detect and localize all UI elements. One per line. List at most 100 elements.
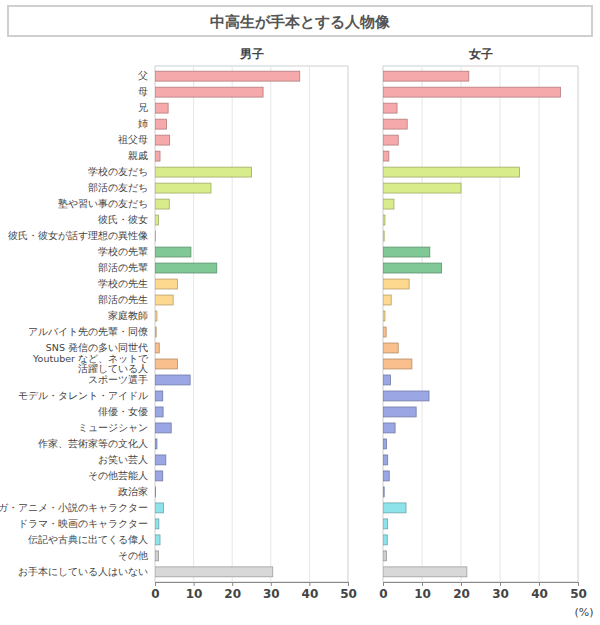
x-axis: 01020304050 (151, 582, 357, 601)
bar (155, 375, 190, 385)
axis-line (384, 583, 579, 587)
tick: その他芸能人 (88, 470, 151, 481)
category-label: 祖父母 (118, 134, 148, 145)
tick-mark (155, 582, 156, 586)
tick: 家庭教師 (108, 310, 151, 321)
bar (383, 311, 385, 321)
bar (383, 247, 430, 257)
category-label: お笑い芸人 (98, 454, 148, 465)
bar (155, 455, 166, 465)
category-label: 親戚 (128, 150, 148, 161)
tick-label: 0 (151, 587, 159, 601)
panel-title: 男子 (239, 47, 264, 61)
tick-mark (348, 582, 349, 586)
tick-label: 0 (379, 587, 387, 601)
tick: 30 (263, 582, 280, 601)
tick-mark (539, 582, 540, 586)
bar (383, 519, 388, 529)
tick: 姉 (138, 118, 151, 129)
axis-line (156, 583, 349, 587)
category-label: その他芸能人 (88, 470, 148, 481)
plot-frame (155, 66, 348, 582)
bar (383, 327, 386, 337)
tick-mark (309, 582, 310, 586)
grid-line (193, 66, 194, 582)
x-axis: 0 10 20 30 40 50 (379, 582, 587, 601)
tick: 祖父母 (118, 134, 151, 145)
tick-label: 50 (340, 587, 357, 601)
category-label: 部活の先生 (98, 294, 148, 305)
bar (155, 391, 163, 401)
bar (383, 455, 388, 465)
category-label: 部活の友だち (88, 182, 148, 193)
tick: Youtuber など、ネットで活躍している人 (32, 353, 151, 374)
bar (155, 359, 177, 369)
tick: 部活の先輩 (98, 262, 151, 273)
tick-label: 20 (224, 587, 241, 601)
tick: 40 (531, 582, 548, 601)
category-label: モデル・タレント・アイドル (18, 390, 148, 401)
grid-line (422, 66, 423, 582)
y-axis: 父母兄姉祖父母親戚学校の友だち部活の友だち塾や習い事の友だち彼氏・彼女彼氏・彼女… (0, 70, 151, 577)
chart: 中高生が手本とする人物像男子01020304050父母兄姉祖父母親戚学校の友だち… (0, 0, 600, 625)
title: 中高生が手本とする人物像 (210, 13, 391, 31)
grid-line (270, 66, 271, 582)
bar (155, 231, 156, 241)
category-label: マンガ・アニメ・小説のキャラクター (0, 502, 148, 513)
bar (155, 71, 300, 81)
category-label: スポーツ選手 (88, 374, 148, 385)
tick: ミュージシャン (78, 422, 151, 433)
tick: 30 (492, 582, 509, 601)
grid-line (309, 66, 310, 582)
category-label: 学校の先輩 (98, 246, 148, 257)
grid-line (500, 66, 501, 582)
tick: 10 (414, 582, 431, 601)
bar (155, 151, 160, 161)
bar (155, 199, 169, 209)
tick: SNS 発信の多い同世代 (46, 342, 151, 353)
tick: 兄 (138, 102, 151, 113)
bar (155, 423, 171, 433)
tick-label: 30 (263, 587, 280, 601)
tick: 俳優・女優 (98, 406, 151, 417)
bar (383, 551, 387, 561)
tick-label: 20 (453, 587, 470, 601)
category-label: 伝記や古典に出てくる偉人 (28, 534, 148, 545)
grid-line (232, 66, 233, 582)
grid-line (578, 66, 579, 582)
bar (383, 183, 461, 193)
tick: 政治家 (118, 486, 151, 497)
bar (155, 327, 156, 337)
category-label: 塾や習い事の友だち (58, 198, 148, 209)
tick-mark (461, 582, 462, 586)
category-label: 政治家 (118, 486, 148, 497)
plot-frame (383, 66, 578, 582)
category-label: 学校の先生 (98, 278, 148, 289)
bar (155, 487, 156, 497)
label-line: Youtuber など、ネットで (32, 353, 149, 364)
bar (155, 535, 160, 545)
bar (383, 487, 384, 497)
category-label: 俳優・女優 (98, 406, 148, 417)
bar (383, 471, 389, 481)
bar (383, 503, 406, 513)
bar (155, 247, 191, 257)
bar (155, 167, 252, 177)
tick-label: 30 (492, 587, 509, 601)
bar (155, 519, 159, 529)
panel: 男子01020304050父母兄姉祖父母親戚学校の友だち部活の友だち塾や習い事の… (0, 47, 357, 601)
bar (383, 151, 389, 161)
tick-label: 40 (531, 587, 548, 601)
tick: 20 (453, 582, 470, 601)
tick: 親戚 (128, 150, 151, 161)
bar (383, 439, 387, 449)
bar (155, 439, 157, 449)
tick-label: 50 (570, 587, 587, 601)
tick-mark (271, 582, 272, 586)
bar (155, 503, 163, 513)
x-axis-label: (%) (574, 606, 593, 619)
bar (383, 391, 429, 401)
category-label: 作家、芸術家等の文化人 (37, 438, 148, 449)
bar (155, 471, 163, 481)
grid-line (539, 66, 540, 582)
